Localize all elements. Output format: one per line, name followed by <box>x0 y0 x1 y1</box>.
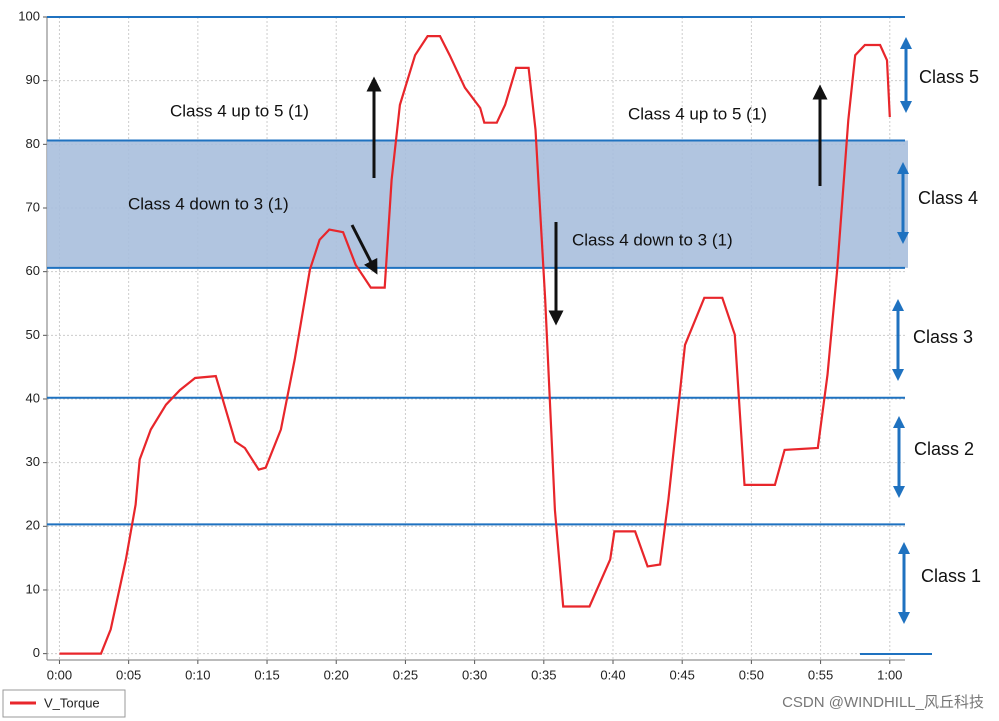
y-tick-label: 80 <box>26 136 40 151</box>
x-tick-label: 0:20 <box>324 667 349 682</box>
x-tick-label: 0:45 <box>670 667 695 682</box>
x-tick-label: 0:55 <box>808 667 833 682</box>
class-label: Class 3 <box>913 327 973 347</box>
data-line <box>59 35 891 655</box>
legend: V_Torque <box>2 689 126 718</box>
y-tick-label: 90 <box>26 72 40 87</box>
x-tick-label: 0:35 <box>531 667 556 682</box>
band <box>47 140 908 268</box>
y-tick-label: 30 <box>26 454 40 469</box>
class-label: Class 5 <box>919 67 979 87</box>
x-tick-label: 0:05 <box>116 667 141 682</box>
x-tick-label: 0:40 <box>600 667 625 682</box>
x-tick-label: 0:25 <box>393 667 418 682</box>
y-tick-label: 0 <box>33 645 40 660</box>
annotation: Class 4 down to 3 (1) <box>572 230 733 249</box>
y-tick-label: 40 <box>26 390 40 405</box>
y-tick-label: 20 <box>26 518 40 533</box>
arrow <box>350 224 378 275</box>
y-tick-label: 60 <box>26 263 40 278</box>
x-tick-label: 0:15 <box>254 667 279 682</box>
watermark: CSDN @WINDHILL_风丘科技 <box>782 694 984 711</box>
y-tick-label: 70 <box>26 199 40 214</box>
annotation: Class 4 up to 5 (1) <box>170 101 309 120</box>
class-label: Class 2 <box>914 439 974 459</box>
y-tick-label: 10 <box>26 581 40 596</box>
class-labels: Class 1 Class 2 Class 3 Class 4 Class 5 <box>892 37 981 624</box>
class-label: Class 4 <box>918 188 978 208</box>
y-tick-label: 50 <box>26 327 40 342</box>
plot-area <box>47 17 905 660</box>
annotations: Class 4 up to 5 (1) Class 4 down to 3 (1… <box>128 76 828 326</box>
x-tick-label: 0:50 <box>739 667 764 682</box>
annotation: Class 4 down to 3 (1) <box>128 194 289 213</box>
x-tick-label: 1:00 <box>877 667 902 682</box>
legend-label: V_Torque <box>44 695 100 710</box>
class-label: Class 1 <box>921 566 981 586</box>
y-tick-label: 100 <box>18 8 40 23</box>
x-tick-label: 0:00 <box>47 667 72 682</box>
annotation: Class 4 up to 5 (1) <box>628 104 767 123</box>
x-tick-label: 0:10 <box>185 667 210 682</box>
x-tick-label: 0:30 <box>462 667 487 682</box>
